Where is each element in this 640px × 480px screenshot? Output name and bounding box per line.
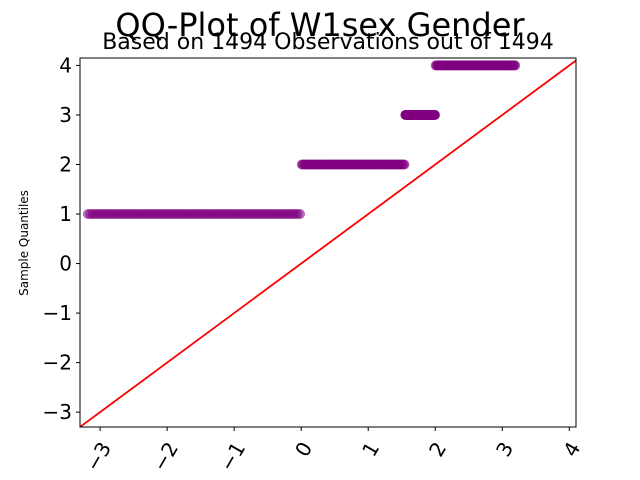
plot-area: −3 −2 −1 0 1 2 3 4 −3 −2 −1 0 1 2 3 4 xyxy=(43,53,586,475)
x-tick-label: −1 xyxy=(215,438,251,476)
y-tick-label: 4 xyxy=(59,53,72,77)
data-point xyxy=(294,209,305,220)
data-point xyxy=(510,60,521,71)
chart-title: QQ-Plot of W1sex Gender xyxy=(115,6,525,44)
data-point xyxy=(430,109,441,120)
y-tick-label: −3 xyxy=(43,400,72,424)
data-points xyxy=(82,60,521,220)
x-tick-label: 3 xyxy=(491,438,518,461)
y-tick-label: 1 xyxy=(59,202,72,226)
x-tick-label: −3 xyxy=(81,438,117,476)
x-tick-label: 1 xyxy=(357,438,384,461)
axes-frame xyxy=(79,57,577,428)
reference-line xyxy=(80,59,576,427)
y-tick-label: −2 xyxy=(43,351,72,375)
y-tick-label: 2 xyxy=(59,152,72,176)
data-point xyxy=(399,159,410,170)
x-tick-label: 0 xyxy=(290,438,317,461)
y-tick-label: 3 xyxy=(59,103,72,127)
x-tick-label: 4 xyxy=(558,438,585,461)
y-tick-label: 0 xyxy=(59,252,72,276)
chart-subtitle: Based on 1494 Observations out of 1494 xyxy=(102,30,554,55)
y-axis-label: Sample Quantiles xyxy=(17,190,31,296)
y-tick-label: −1 xyxy=(43,301,72,325)
x-tick-label: −2 xyxy=(148,438,184,476)
x-tick-label: 2 xyxy=(424,438,451,461)
